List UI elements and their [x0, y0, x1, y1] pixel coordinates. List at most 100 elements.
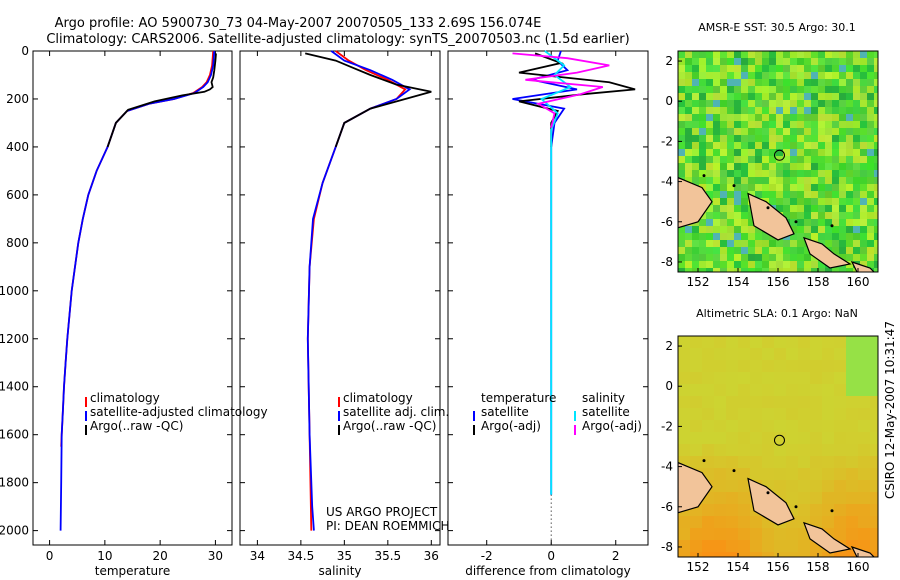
map-cell: [762, 348, 774, 360]
map-cell: [714, 348, 726, 360]
map-cell: [748, 191, 755, 198]
map-cell: [783, 212, 790, 219]
map-cell: [714, 444, 726, 456]
map-cell: [804, 58, 811, 65]
map-cell: [853, 72, 860, 79]
map-cell: [810, 408, 822, 420]
map-cell: [790, 191, 797, 198]
map-cell: [832, 205, 839, 212]
map-cell: [734, 205, 741, 212]
map-cell: [762, 170, 769, 177]
y-tick-label: 1000: [0, 284, 29, 298]
map-cell: [832, 240, 839, 247]
x-axis-label: salinity: [318, 564, 361, 578]
map-cell: [825, 135, 832, 142]
map-cell: [727, 107, 734, 114]
map-cell: [706, 191, 713, 198]
map-cell: [832, 86, 839, 93]
map-cell: [720, 142, 727, 149]
map-cell: [797, 240, 804, 247]
map-cell: [818, 212, 825, 219]
map-cell: [727, 93, 734, 100]
map-cell: [713, 72, 720, 79]
map-cell: [713, 261, 720, 268]
map-cell: [834, 468, 846, 480]
y-tick-label: 2: [665, 54, 673, 68]
map-cell: [727, 142, 734, 149]
map-cell: [720, 100, 727, 107]
map-cell: [762, 191, 769, 198]
map-cell: [741, 268, 748, 272]
map-cell: [874, 163, 878, 170]
map-cell: [810, 492, 822, 504]
map-cell: [678, 528, 690, 540]
map-cell: [706, 51, 713, 58]
map-cell: [783, 184, 790, 191]
map-cell: [839, 121, 846, 128]
map-cell: [858, 516, 870, 528]
map-cell: [798, 540, 810, 552]
side-caption: CSIRO 12-May-2007 10:31:47: [883, 321, 897, 499]
map-cell: [822, 468, 834, 480]
map-cell: [846, 219, 853, 226]
map-cell: [678, 156, 685, 163]
map-cell: [678, 261, 685, 268]
map-cell: [860, 135, 867, 142]
map-cell: [776, 121, 783, 128]
map-cell: [786, 444, 798, 456]
map-cell: [790, 121, 797, 128]
map-cell: [811, 226, 818, 233]
map-cell: [720, 226, 727, 233]
map-cell: [762, 184, 769, 191]
salinity-panel: 34 34.5 35 35.5 36 salinity: [239, 50, 441, 578]
map-cell: [774, 540, 786, 552]
map-cell: [762, 396, 774, 408]
map-cell: [738, 480, 750, 492]
map-cell: [734, 86, 741, 93]
map-cell: [846, 233, 853, 240]
map-cell: [811, 135, 818, 142]
map-cell: [726, 468, 738, 480]
map-cell: [804, 107, 811, 114]
map-cell: [786, 456, 798, 468]
map-cell: [790, 142, 797, 149]
map-cell: [727, 191, 734, 198]
map-cell: [714, 372, 726, 384]
map-cell: [839, 268, 846, 272]
map-cell: [734, 107, 741, 114]
island: [830, 224, 834, 228]
map-cell: [762, 58, 769, 65]
map-cell: [762, 100, 769, 107]
map-cell: [762, 128, 769, 135]
map-cell: [846, 191, 853, 198]
map-cell: [860, 121, 867, 128]
map-cell: [755, 72, 762, 79]
map-cell: [874, 177, 878, 184]
map-cell: [706, 177, 713, 184]
map-cell: [870, 528, 878, 540]
map-cell: [748, 100, 755, 107]
map-cell: [786, 480, 798, 492]
map-cell: [810, 360, 822, 372]
island: [794, 220, 798, 224]
map-cell: [858, 408, 870, 420]
map-cell: [720, 107, 727, 114]
map-cell: [798, 432, 810, 444]
map-cell: [692, 240, 699, 247]
map-cell: [738, 336, 750, 348]
map-cell: [797, 149, 804, 156]
map-cell: [818, 233, 825, 240]
map-cell: [822, 552, 834, 557]
map-cell: [678, 51, 685, 58]
map-cell: [839, 65, 846, 72]
map-cell: [846, 86, 853, 93]
map-cell: [822, 432, 834, 444]
island: [766, 206, 770, 210]
map-cell: [846, 384, 858, 396]
map-cell: [867, 219, 874, 226]
map-cell: [839, 177, 846, 184]
map-cell: [846, 51, 853, 58]
y-tick-label: 200: [6, 92, 29, 106]
map-cell: [860, 233, 867, 240]
map-cell: [762, 360, 774, 372]
